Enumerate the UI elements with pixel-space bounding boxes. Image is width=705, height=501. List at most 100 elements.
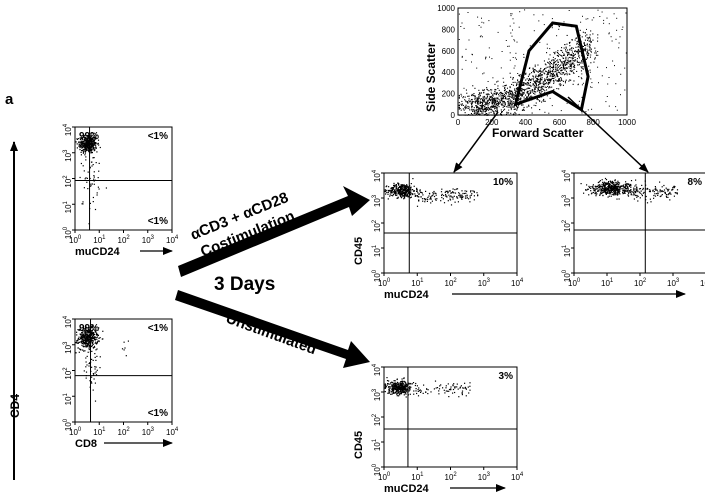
- duration-label: 3 Days: [214, 274, 275, 295]
- y-tick-label: 103: [63, 149, 73, 162]
- event-dots: [75, 324, 129, 402]
- x-tick-label: 1000: [618, 118, 636, 127]
- plot-cd4-vs-mucd24: 100 101 102 103 104 100 101 102 103 104 99% <1% <1% m…: [63, 123, 179, 258]
- unstimulated-arrow: [175, 290, 370, 368]
- x-tick-label: 104: [166, 235, 179, 245]
- y-tick-label: 104: [372, 363, 382, 376]
- y-tick-label: 200: [442, 90, 456, 99]
- y-tick-label: 103: [63, 341, 73, 354]
- quadrant-upper-right-percent: <1%: [148, 323, 168, 334]
- x-tick-label: 101: [411, 278, 424, 288]
- plot-frame: [573, 172, 705, 274]
- x-axis-label: muCD24: [384, 289, 430, 301]
- x-tick-label: 100: [378, 472, 391, 482]
- y-tick-label: 102: [372, 413, 382, 426]
- x-tick-label: 100: [568, 278, 581, 288]
- y-tick-label: 100: [562, 269, 572, 282]
- x-tick-label: 102: [445, 472, 458, 482]
- x-tick-label: 102: [634, 278, 647, 288]
- x-tick-label: 101: [601, 278, 614, 288]
- x-tick-label: 102: [118, 235, 131, 245]
- x-tick-label: 102: [118, 427, 131, 437]
- y-tick-label: 0: [451, 111, 456, 120]
- x-tick-label: 0: [456, 118, 461, 127]
- quadrant-upper-right-percent: 10%: [493, 177, 513, 188]
- y-tick-label: 102: [372, 219, 382, 232]
- x-axis-label: Forward Scatter: [492, 126, 584, 140]
- x-axis-label: muCD24: [75, 246, 121, 258]
- y-tick-label: 103: [372, 388, 382, 401]
- gate-arrow-2: [567, 96, 649, 173]
- plot-frame: [383, 172, 518, 274]
- x-tick-label: 103: [478, 278, 491, 288]
- y-tick-label: 103: [372, 194, 382, 207]
- x-tick-label: 101: [93, 427, 106, 437]
- plot-frame: [457, 7, 628, 116]
- gate-polygon: [513, 21, 590, 113]
- y-tick-label: 101: [63, 200, 73, 213]
- plot-unstimulated-cd45-vs-mucd24: 100 101 102 103 104 100 101 102 103 104 3% muCD24 CD…: [353, 363, 524, 495]
- y-tick-label: 103: [562, 194, 572, 207]
- panel-label: a: [5, 91, 14, 108]
- cd4-axis-label: CD4: [8, 394, 22, 418]
- y-tick-label: 400: [442, 68, 456, 77]
- y-tick-label: 100: [372, 269, 382, 282]
- x-tick-label: 103: [142, 427, 155, 437]
- unstimulated-label: Unstimulated: [224, 310, 319, 358]
- x-axis-label: CD8: [75, 438, 97, 450]
- y-tick-label: 1000: [437, 4, 455, 13]
- y-tick-label: 101: [372, 438, 382, 451]
- x-tick-label: 104: [511, 278, 524, 288]
- y-tick-label: 101: [372, 244, 382, 257]
- y-tick-label: 104: [63, 123, 73, 136]
- y-tick-label: 100: [63, 418, 73, 431]
- y-tick-label: 102: [63, 367, 73, 380]
- quadrant-upper-left-percent: 99%: [79, 131, 99, 142]
- y-tick-label: 100: [372, 463, 382, 476]
- y-axis-label: CD45: [353, 431, 365, 459]
- y-tick-label: 104: [63, 315, 73, 328]
- quadrant-upper-left-percent: 99%: [79, 323, 99, 334]
- x-tick-label: 101: [93, 235, 106, 245]
- x-tick-label: 104: [511, 472, 524, 482]
- x-tick-label: 200: [485, 118, 499, 127]
- x-axis-label: muCD24: [384, 483, 430, 495]
- x-tick-label: 400: [519, 118, 533, 127]
- y-tick-label: 102: [562, 219, 572, 232]
- y-tick-label: 100: [63, 226, 73, 239]
- y-tick-label: 101: [562, 244, 572, 257]
- quadrant-upper-right-percent: <1%: [148, 131, 168, 142]
- plot-stimulated-cd45-vs-mucd24-gate1: 100 101 102 103 104 100 101 102 103 104 10% muCD24 C…: [353, 169, 686, 301]
- plot-stimulated-cd45-vs-mucd24-gate2: 100 101 102 103 104 100 101 102 103 104 8%: [562, 169, 705, 288]
- quadrant-upper-right-percent: 8%: [688, 177, 703, 188]
- y-tick-label: 800: [442, 25, 456, 34]
- event-dots: [580, 177, 679, 204]
- y-axis-label: Side Scatter: [424, 42, 438, 112]
- y-tick-label: 102: [63, 175, 73, 188]
- quadrant-lower-right-percent: <1%: [148, 408, 168, 419]
- x-tick-label: 102: [445, 278, 458, 288]
- plot-cd4-vs-cd8: 100 101 102 103 104 100 101 102 103 104 99% <1% <1% C…: [63, 315, 179, 450]
- gate-arrow-1: [453, 111, 499, 173]
- x-tick-label: 104: [700, 278, 705, 288]
- x-tick-label: 600: [553, 118, 567, 127]
- x-tick-label: 103: [667, 278, 680, 288]
- x-tick-label: 103: [478, 472, 491, 482]
- event-dots: [458, 9, 627, 116]
- y-tick-label: 101: [63, 392, 73, 405]
- x-tick-label: 800: [587, 118, 601, 127]
- x-tick-label: 101: [411, 472, 424, 482]
- event-dots: [384, 377, 471, 398]
- quadrant-lower-right-percent: <1%: [148, 216, 168, 227]
- y-tick-label: 104: [372, 169, 382, 182]
- x-tick-label: 100: [69, 235, 82, 245]
- x-tick-label: 103: [142, 235, 155, 245]
- x-tick-label: 100: [378, 278, 391, 288]
- event-dots: [384, 178, 479, 207]
- y-tick-label: 104: [562, 169, 572, 182]
- x-tick-label: 100: [69, 427, 82, 437]
- event-dots: [75, 132, 107, 225]
- y-tick-label: 600: [442, 47, 456, 56]
- quadrant-upper-right-percent: 3%: [499, 371, 514, 382]
